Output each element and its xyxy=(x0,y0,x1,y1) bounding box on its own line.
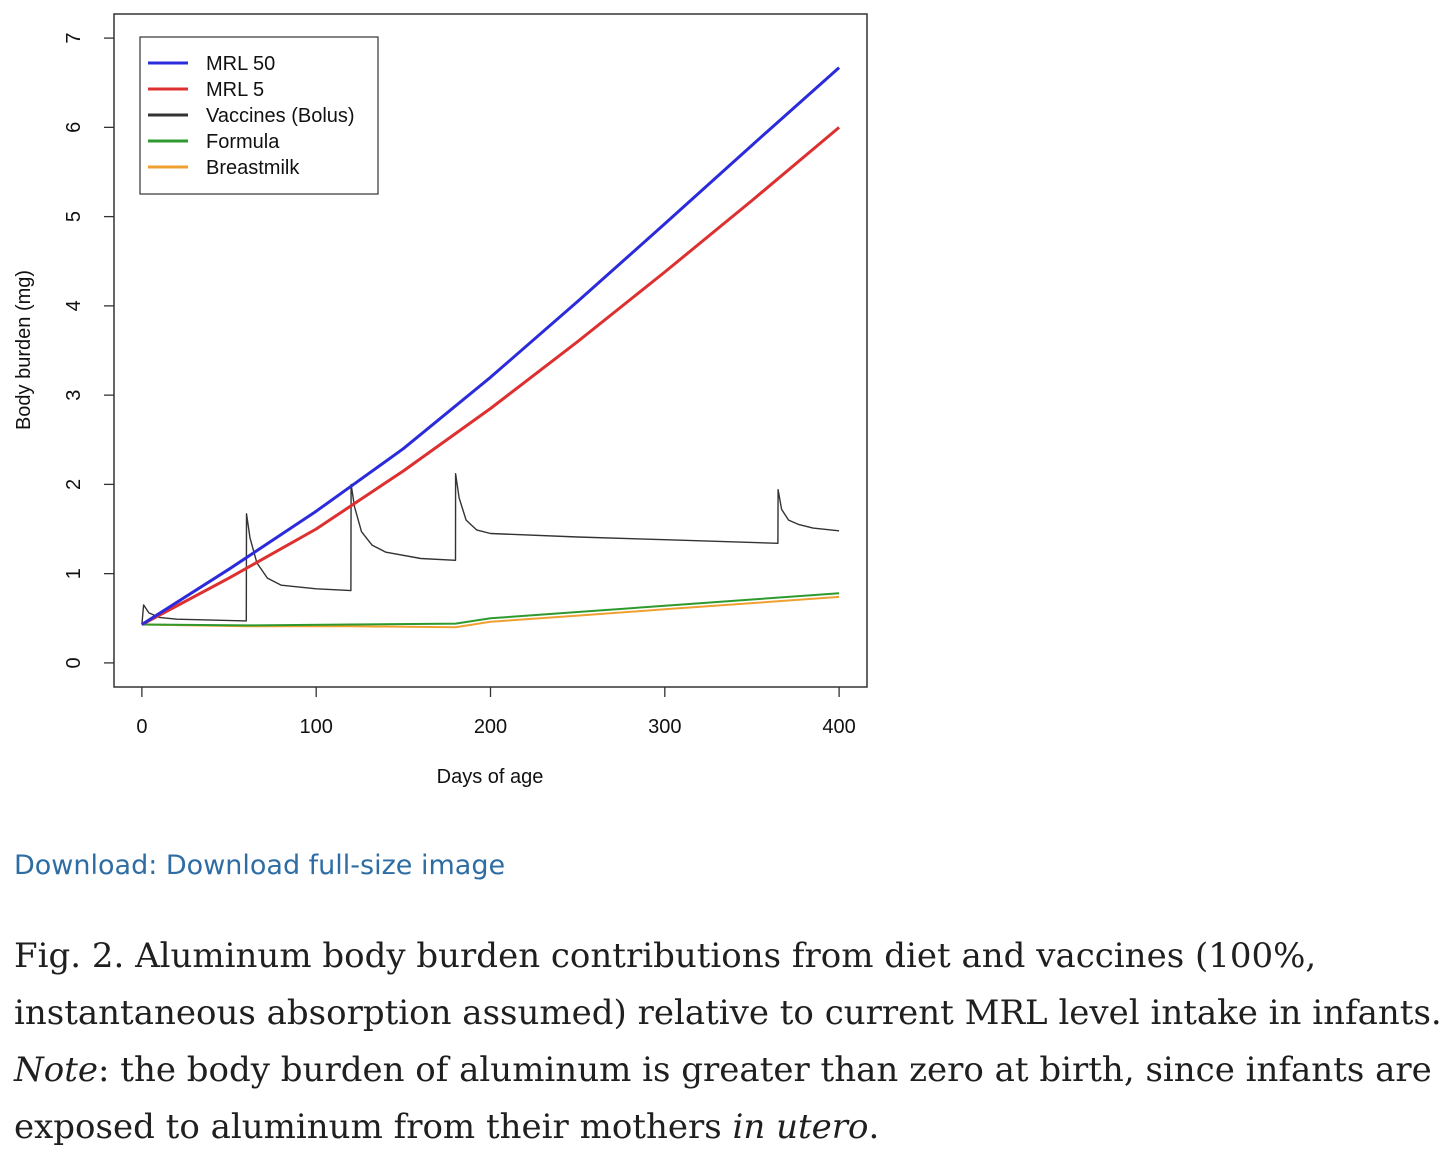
figure-caption: Fig. 2. Aluminum body burden contributio… xyxy=(14,928,1450,1156)
caption-text-3: . xyxy=(868,1107,880,1147)
x-tick-label: 400 xyxy=(822,716,855,738)
download-full-size-image-link[interactable]: Download: Download full-size image xyxy=(14,850,506,881)
x-tick-label: 0 xyxy=(136,716,147,738)
legend-label: Formula xyxy=(206,131,280,153)
series-line-formula xyxy=(141,592,840,627)
axes: 0 100 200 300 400 0 1 2 3 4 5 6 7 xyxy=(63,33,856,738)
y-tick-label: 0 xyxy=(63,657,85,668)
y-tick-label: 4 xyxy=(63,300,85,311)
series-line-mrl-5 xyxy=(141,126,841,626)
y-tick-label: 5 xyxy=(63,211,85,222)
y-tick-label: 6 xyxy=(63,122,85,133)
caption-text-1: Fig. 2. Aluminum body burden contributio… xyxy=(14,936,1442,1033)
caption-text-2: : the body burden of aluminum is greater… xyxy=(14,1050,1432,1147)
series-line-mrl-50 xyxy=(141,66,841,626)
legend-label: MRL 5 xyxy=(206,79,264,101)
legend-label: Vaccines (Bolus) xyxy=(206,105,355,127)
x-tick-label: 300 xyxy=(648,716,681,738)
caption-in-utero: in utero xyxy=(732,1107,869,1147)
chart-legend: MRL 50 MRL 5 Vaccines (Bolus) Formula Breast… xyxy=(139,36,379,195)
caption-note-label: Note xyxy=(14,1050,99,1090)
legend-label: MRL 50 xyxy=(206,53,275,75)
chart-figure: 0 100 200 300 400 0 1 2 3 4 5 6 7 MRL 50 MRL 5 Vaccine… xyxy=(0,0,900,810)
x-tick-label: 200 xyxy=(474,716,507,738)
series-line-breastmilk xyxy=(141,595,840,629)
x-tick-label: 100 xyxy=(300,716,333,738)
y-tick-label: 2 xyxy=(63,479,85,490)
line-chart: 0 100 200 300 400 0 1 2 3 4 5 6 7 MRL 50 MRL 5 Vaccine… xyxy=(13,13,868,788)
y-tick-label: 3 xyxy=(63,390,85,401)
series-lines xyxy=(141,66,841,629)
legend-label: Breastmilk xyxy=(206,157,300,179)
y-tick-label: 1 xyxy=(63,568,85,579)
series-line-vaccines-bolus xyxy=(141,473,840,625)
y-tick-label: 7 xyxy=(63,33,85,44)
x-axis-label: Days of age xyxy=(437,766,544,788)
y-axis-label: Body burden (mg) xyxy=(13,270,35,430)
